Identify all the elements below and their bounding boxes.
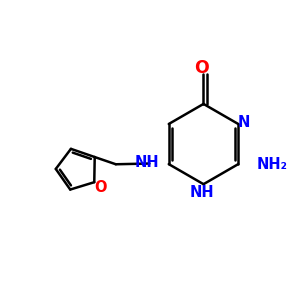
Text: O: O [95, 180, 107, 195]
Text: N: N [237, 115, 250, 130]
Text: O: O [194, 59, 209, 77]
Text: NH: NH [190, 185, 214, 200]
Text: NH₂: NH₂ [257, 157, 288, 172]
Text: NH: NH [135, 155, 159, 170]
